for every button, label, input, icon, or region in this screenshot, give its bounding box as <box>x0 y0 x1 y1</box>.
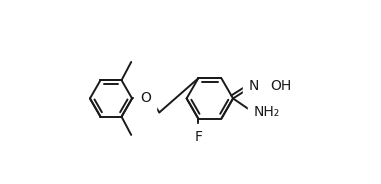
Text: F: F <box>194 130 202 144</box>
Text: NH₂: NH₂ <box>254 105 280 119</box>
Text: O: O <box>140 91 151 105</box>
Text: OH: OH <box>271 79 292 93</box>
Text: N: N <box>248 79 259 93</box>
